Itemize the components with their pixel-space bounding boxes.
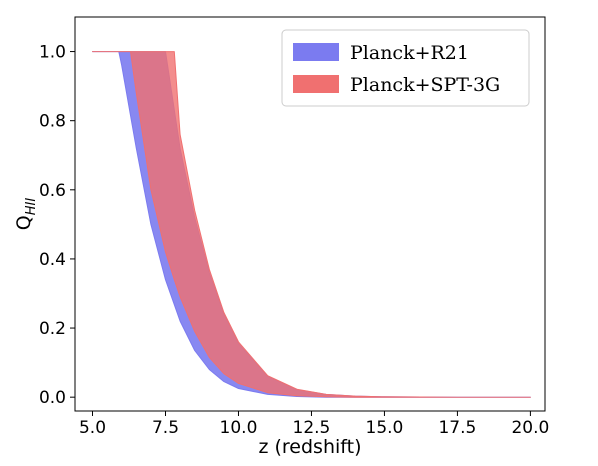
legend-swatch	[293, 43, 339, 61]
y-tick-label: 0.6	[39, 181, 66, 201]
legend-swatch	[293, 75, 339, 93]
y-tick-label: 0.4	[39, 250, 66, 270]
x-tick-label: 15.0	[366, 418, 404, 438]
legend-label: Planck+SPT-3G	[350, 74, 500, 96]
x-tick-label: 5.0	[79, 418, 106, 438]
y-tick-label: 1.0	[39, 43, 66, 63]
legend-box	[281, 29, 530, 107]
plot-frame	[74, 16, 546, 412]
y-tick-label: 0.8	[39, 112, 66, 132]
x-tick-label: 17.5	[438, 418, 476, 438]
x-tick-label: 10.0	[220, 418, 258, 438]
x-axis-ticks: 5.0 7.5 10.0 12.5 15.0 17.5 20.0	[79, 411, 549, 438]
confidence-bands	[92, 51, 531, 398]
y-axis-label-main: Q	[13, 215, 35, 230]
legend-label: Planck+R21	[350, 42, 469, 64]
y-axis-ticks: 0.0 0.2 0.4 0.6 0.8 1.0	[39, 43, 75, 408]
x-tick-label: 12.5	[293, 418, 331, 438]
y-axis-label-subscript: HII	[24, 198, 39, 216]
y-tick-label: 0.2	[39, 319, 66, 339]
y-axis-label: QHII	[13, 198, 39, 231]
band-series-2	[92, 51, 531, 398]
y-tick-label: 0.0	[39, 388, 66, 408]
x-tick-label: 7.5	[152, 418, 179, 438]
x-tick-label: 20.0	[511, 418, 549, 438]
x-axis-label: z (redshift)	[258, 436, 361, 458]
legend: Planck+R21 Planck+SPT-3G	[281, 29, 530, 107]
